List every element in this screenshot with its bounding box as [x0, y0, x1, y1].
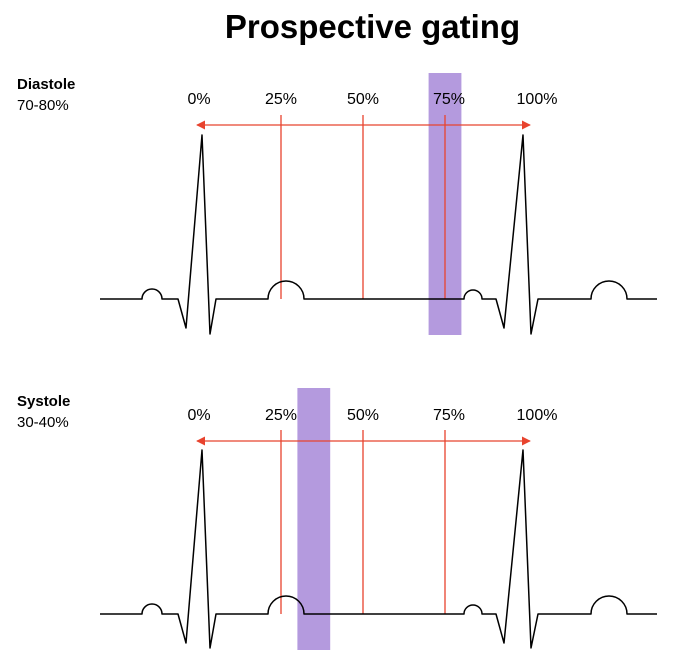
- diastole-panel: 0% 25% 50% 75% 100%: [100, 73, 657, 335]
- systole-panel: 0% 25% 50% 75% 100%: [100, 388, 657, 650]
- diastole-tick-75: 75%: [433, 91, 465, 108]
- diastole-tick-25: 25%: [265, 91, 297, 108]
- diastole-tick-50: 50%: [347, 91, 379, 108]
- systole-tick-75: 75%: [433, 407, 465, 424]
- diastole-tick-100: 100%: [517, 91, 558, 108]
- systole-label: Systole: [17, 393, 71, 410]
- diastole-range: 70-80%: [17, 97, 69, 114]
- systole-range: 30-40%: [17, 414, 69, 431]
- diastole-label: Diastole: [17, 76, 76, 93]
- systole-acquisition-window: [297, 388, 331, 650]
- systole-tick-100: 100%: [517, 407, 558, 424]
- systole-ecg-trace: [100, 449, 657, 649]
- systole-tick-25: 25%: [265, 407, 297, 424]
- diagram-title: Prospective gating: [224, 8, 521, 45]
- diastole-tick-0: 0%: [187, 91, 210, 108]
- systole-tick-50: 50%: [347, 407, 379, 424]
- systole-tick-0: 0%: [187, 407, 210, 424]
- diastole-ecg-trace: [100, 134, 657, 335]
